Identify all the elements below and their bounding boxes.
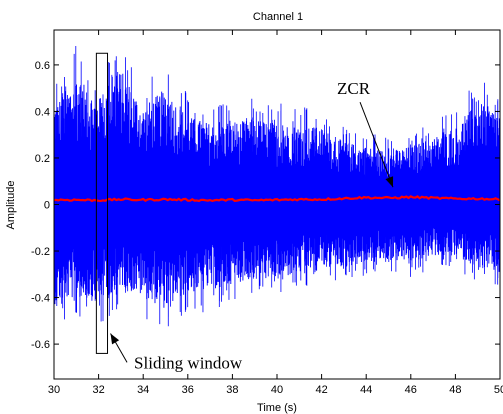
y-tick-label: 0 [44, 200, 50, 212]
x-tick-label: 30 [48, 384, 60, 396]
x-axis-label: Time (s) [257, 402, 297, 414]
y-tick-label: -0.2 [31, 246, 50, 258]
x-tick-label: 38 [226, 384, 238, 396]
annotations: ZCR Sliding window [110, 79, 394, 372]
zcr-arrow-line [359, 101, 394, 188]
sliding-window-arrow-head [110, 333, 120, 345]
zcr-series-line [53, 195, 501, 203]
y-axis-label: Amplitude [5, 181, 17, 230]
y-tick-label: 0.6 [35, 60, 50, 72]
x-tick-label: 32 [92, 384, 104, 396]
zcr-annotation-label: ZCR [337, 79, 371, 98]
y-tick-label: -0.6 [31, 339, 50, 351]
x-tick-label: 40 [271, 384, 283, 396]
x-tick-label: 36 [182, 384, 194, 396]
axis-ticks: 30 32 34 36 38 40 42 44 46 48 50 -0.6 -0.4 -0.2 0 0.2 0.… [31, 29, 503, 396]
signal-series-line [53, 73, 501, 308]
y-tick-label: 0.2 [35, 153, 50, 165]
y-tick-label: 0.4 [35, 106, 50, 118]
x-tick-label: 50 [494, 384, 503, 396]
x-tick-label: 44 [360, 384, 372, 396]
x-tick-label: 42 [315, 384, 327, 396]
sliding-window-annotation-label: Sliding window [134, 353, 243, 372]
x-tick-label: 46 [405, 384, 417, 396]
plot-area [53, 45, 501, 354]
zcr-arrow-head [385, 176, 394, 188]
chart-title: Channel 1 [253, 11, 303, 23]
x-tick-label: 34 [137, 384, 149, 396]
x-tick-label: 48 [449, 384, 461, 396]
y-tick-label: -0.4 [31, 293, 50, 305]
sliding-window-rect [95, 52, 109, 354]
